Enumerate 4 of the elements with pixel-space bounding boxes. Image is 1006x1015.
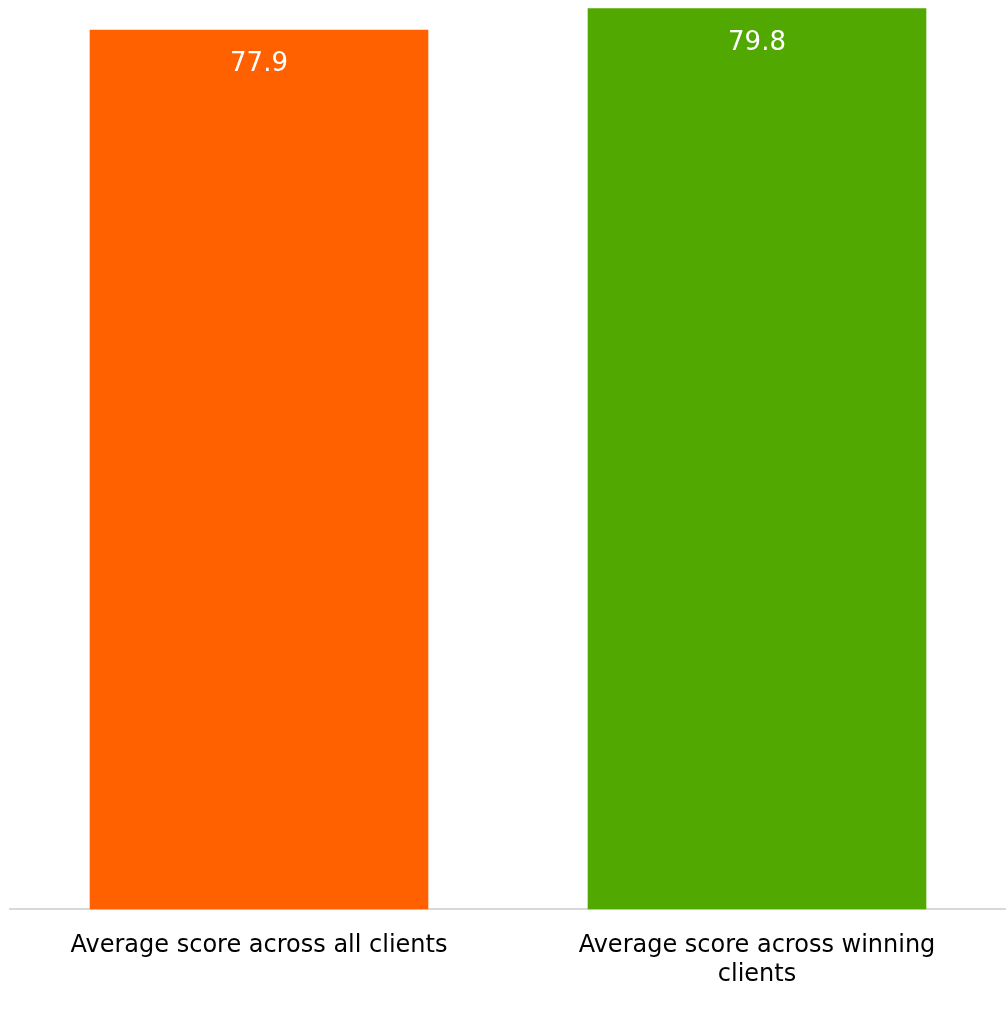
x-tick-label: Average score across winning clients — [578, 930, 936, 987]
x-tick-label: Average score across all clients — [70, 930, 448, 959]
data-label: 77.9 — [230, 47, 288, 78]
data-label: 79.8 — [728, 26, 786, 57]
